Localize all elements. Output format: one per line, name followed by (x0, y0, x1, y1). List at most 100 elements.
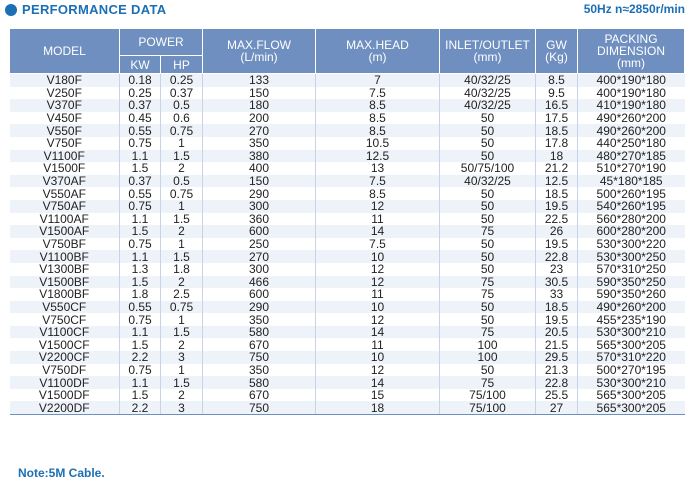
cell-model: V1500CF (9, 338, 120, 352)
table-row: V1500DF 1.5 2 670 15 75/100 25.5 565*300*205 (9, 388, 685, 402)
cell-flow: 350 (202, 363, 316, 377)
cell-head: 10 (315, 300, 440, 314)
table-row: V1500AF 1.5 2 600 14 75 26 600*280*200 (9, 225, 685, 238)
cell-hp: 1.5 (160, 212, 203, 226)
cell-inlet-outlet: 50 (439, 262, 536, 276)
cell-hp: 0.75 (160, 300, 203, 314)
cell-hp: 1 (160, 313, 203, 326)
frequency-info: 50Hz n≈2850r/min (584, 2, 685, 16)
cell-packing-dimension: 530*300*250 (577, 250, 685, 263)
cell-flow: 580 (202, 325, 316, 339)
cell-inlet-outlet: 75/100 (439, 401, 536, 416)
cell-inlet-outlet: 50 (439, 300, 536, 314)
cell-packing-dimension: 400*190*180 (577, 73, 685, 87)
cell-head: 8.5 (315, 111, 440, 125)
cell-head: 7 (315, 73, 440, 87)
cell-head: 12 (315, 363, 440, 377)
header-head: MAX.HEAD (m) (315, 28, 440, 74)
cell-model: V2200CF (9, 351, 120, 364)
cell-kw: 0.75 (119, 199, 161, 213)
cell-model: V1500BF (9, 275, 120, 289)
cell-gw: 19.5 (535, 237, 578, 251)
cell-hp: 1.8 (160, 262, 203, 276)
table-row: V750F 0.75 1 350 10.5 50 17.8 440*250*180 (9, 136, 685, 150)
frequency-text: 50Hz (583, 2, 612, 16)
cell-packing-dimension: 400*190*180 (577, 86, 685, 100)
table-row: V1100DF 1.1 1.5 580 14 75 22.8 530*300*210 (9, 376, 685, 389)
cell-gw: 22.8 (535, 376, 578, 389)
cell-hp: 0.37 (160, 86, 203, 100)
cell-kw: 1.3 (119, 262, 161, 276)
cell-head: 12 (315, 313, 440, 326)
cell-inlet-outlet: 75 (439, 288, 536, 301)
cell-hp: 0.5 (160, 99, 203, 112)
cell-model: V2200DF (9, 401, 120, 416)
cell-gw: 29.5 (535, 351, 578, 364)
cell-kw: 0.75 (119, 313, 161, 326)
title-bar: PERFORMANCE DATA 50Hz n≈2850r/min (0, 0, 691, 22)
table-row: V1100BF 1.1 1.5 270 10 50 22.8 530*300*250 (9, 250, 685, 263)
table-row: V2200CF 2.2 3 750 10 100 29.5 570*310*220 (9, 351, 685, 364)
cell-hp: 1 (160, 237, 203, 251)
cell-kw: 0.75 (119, 237, 161, 251)
cell-packing-dimension: 590*350*260 (577, 288, 685, 301)
cell-model: V750DF (9, 363, 120, 377)
table-body: V180F 0.18 0.25 133 7 40/32/25 8.5 400*190*180 V… (9, 73, 685, 416)
cell-head: 14 (315, 225, 440, 238)
cell-packing-dimension: 500*270*195 (577, 363, 685, 377)
cell-flow: 466 (202, 275, 316, 289)
table-row: V550AF 0.55 0.75 290 8.5 50 18.5 500*260*195 (9, 187, 685, 200)
cell-inlet-outlet: 50 (439, 111, 536, 125)
cell-model: V1100DF (9, 376, 120, 389)
cell-flow: 133 (202, 73, 316, 87)
cell-flow: 350 (202, 136, 316, 150)
cell-hp: 3 (160, 401, 203, 416)
table-row: V1100CF 1.1 1.5 580 14 75 20.5 530*300*210 (9, 325, 685, 339)
cell-inlet-outlet: 50 (439, 149, 536, 163)
table-row: V750BF 0.75 1 250 7.5 50 19.5 530*300*220 (9, 237, 685, 251)
table-row: V1500BF 1.5 2 466 12 75 30.5 590*350*250 (9, 275, 685, 289)
cell-inlet-outlet: 100 (439, 338, 536, 352)
table-row: V450F 0.45 0.6 200 8.5 50 17.5 490*260*200 (9, 111, 685, 125)
cell-kw: 1.1 (119, 325, 161, 339)
cell-flow: 200 (202, 111, 316, 125)
cell-kw: 0.37 (119, 99, 161, 112)
cell-hp: 2 (160, 162, 203, 175)
table-row: V1100F 1.1 1.5 380 12.5 50 18 480*270*185 (9, 149, 685, 163)
table-header: MODEL POWER MAX.FLOW (L/min) MAX.HEAD (m) … (9, 28, 685, 74)
cell-flow: 290 (202, 300, 316, 314)
cell-hp: 2 (160, 225, 203, 238)
table-row: V2200DF 2.2 3 750 18 75/100 27 565*300*205 (9, 401, 685, 416)
cell-kw: 1.8 (119, 288, 161, 301)
cell-model: V1800BF (9, 288, 120, 301)
cell-flow: 580 (202, 376, 316, 389)
cell-hp: 0.75 (160, 187, 203, 200)
cell-head: 12.5 (315, 149, 440, 163)
table-row: V750AF 0.75 1 300 12 50 19.5 540*260*195 (9, 199, 685, 213)
cell-kw: 1.1 (119, 149, 161, 163)
cell-flow: 150 (202, 174, 316, 188)
cell-flow: 290 (202, 187, 316, 200)
cell-head: 13 (315, 162, 440, 175)
cell-packing-dimension: 530*300*210 (577, 325, 685, 339)
cell-flow: 300 (202, 199, 316, 213)
cell-model: V750CF (9, 313, 120, 326)
cell-inlet-outlet: 50 (439, 250, 536, 263)
cell-hp: 1 (160, 136, 203, 150)
cell-gw: 27 (535, 401, 578, 416)
cell-hp: 2 (160, 388, 203, 402)
cell-model: V450F (9, 111, 120, 125)
cell-head: 7.5 (315, 86, 440, 100)
cell-flow: 400 (202, 162, 316, 175)
cell-hp: 1 (160, 363, 203, 377)
cell-gw: 17.5 (535, 111, 578, 125)
cell-packing-dimension: 490*260*200 (577, 111, 685, 125)
cell-flow: 270 (202, 250, 316, 263)
cell-hp: 3 (160, 351, 203, 364)
header-power: POWER (119, 28, 203, 56)
cell-model: V550F (9, 124, 120, 137)
cell-kw: 0.37 (119, 174, 161, 188)
cell-kw: 1.1 (119, 212, 161, 226)
cell-packing-dimension: 490*260*200 (577, 300, 685, 314)
cell-head: 11 (315, 288, 440, 301)
